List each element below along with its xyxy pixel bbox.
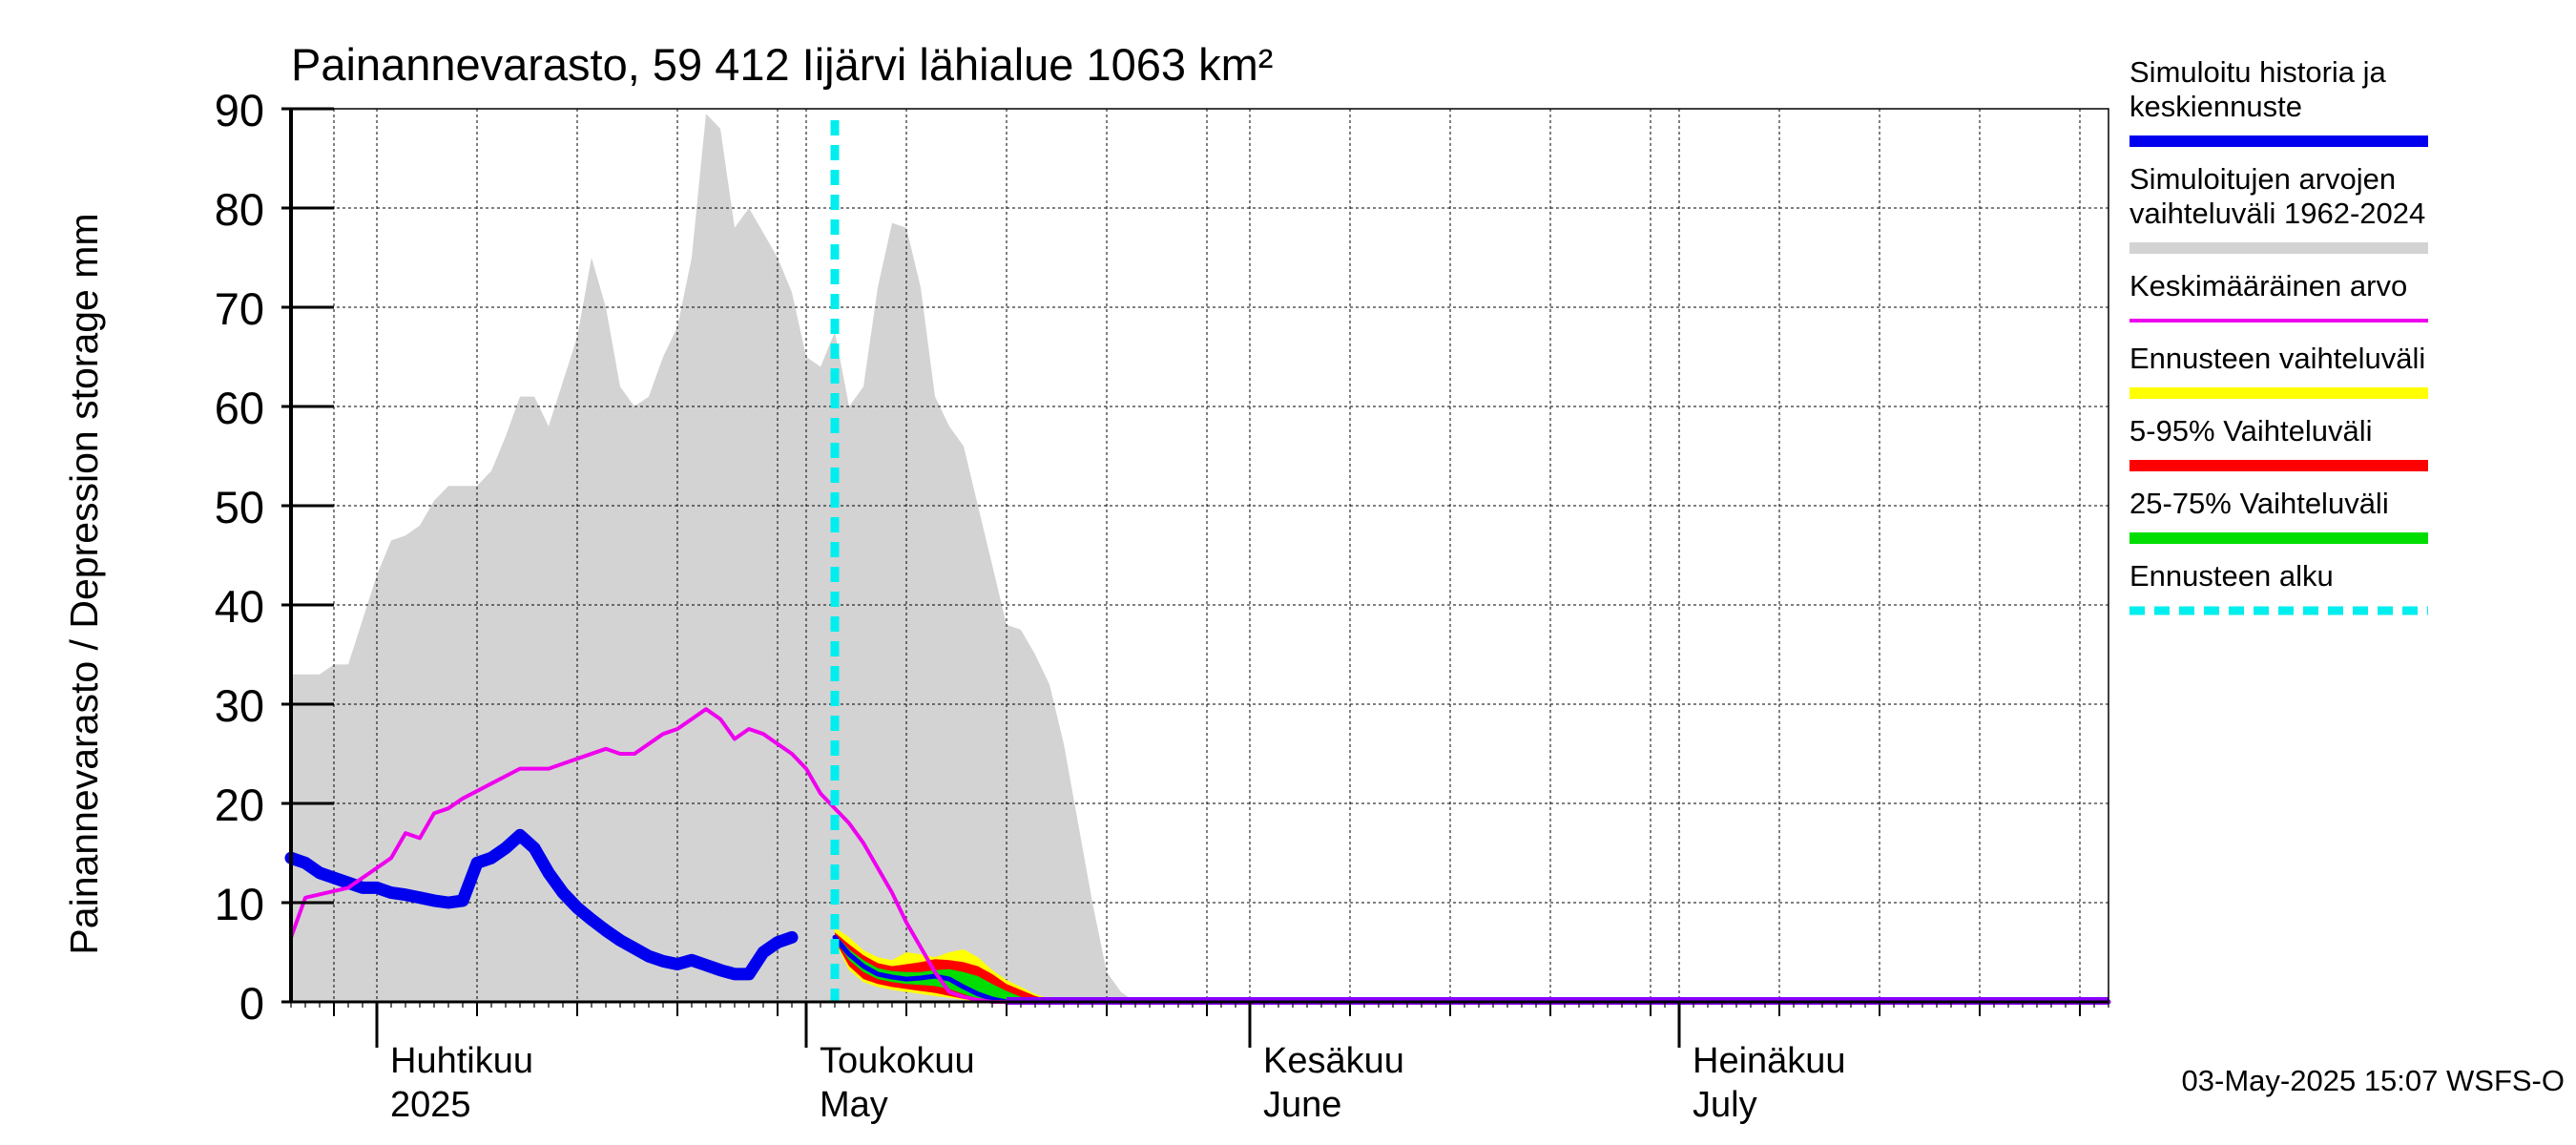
month-label-en: May xyxy=(820,1085,888,1125)
month-label-fi: Huhtikuu xyxy=(390,1041,533,1081)
historical-range-layer xyxy=(291,114,1236,1002)
simulated-history-line xyxy=(284,828,799,981)
month-label-fi: Heinäkuu xyxy=(1693,1041,1846,1081)
legend-label-p595: 5-95% Vaihteluväli xyxy=(2129,414,2372,448)
y-tick-label: 20 xyxy=(215,780,264,830)
y-tick-label: 50 xyxy=(215,482,264,532)
y-tick-label: 60 xyxy=(215,383,264,433)
month-label-fi: Kesäkuu xyxy=(1263,1041,1404,1081)
legend-label-mean: Keskimääräinen arvo xyxy=(2129,269,2407,302)
mean-value-line xyxy=(289,707,2110,1004)
y-tick-label: 10 xyxy=(215,879,264,929)
y-tick-label: 0 xyxy=(239,978,264,1029)
y-tick-label: 80 xyxy=(215,184,264,235)
y-axis-label: Painannevarasto / Depression storage mm xyxy=(62,213,106,954)
grid-layer xyxy=(291,108,2109,1002)
legend-label-fc: Ennusteen vaihteluväli xyxy=(2129,342,2425,375)
timestamp: 03-May-2025 15:07 WSFS-O xyxy=(2182,1064,2565,1097)
legend-label-p2575: 25-75% Vaihteluväli xyxy=(2129,487,2389,520)
y-tick-label: 40 xyxy=(215,581,264,632)
y-tick-label: 30 xyxy=(215,680,264,731)
month-label-en: June xyxy=(1263,1085,1341,1125)
month-label-en: July xyxy=(1693,1085,1757,1125)
month-label-en: 2025 xyxy=(390,1085,471,1125)
legend-label-sim: keskiennuste xyxy=(2129,90,2302,123)
legend-label-start: Ennusteen alku xyxy=(2129,559,2334,593)
legend-label-sim: Simuloitu historia ja xyxy=(2129,55,2387,89)
historical-range-area xyxy=(291,114,1236,1002)
axes-layer xyxy=(281,107,2109,1048)
legend-label-range: vaihteluväli 1962-2024 xyxy=(2129,197,2425,230)
y-tick-label: 90 xyxy=(215,85,264,135)
month-label-fi: Toukokuu xyxy=(820,1041,975,1081)
y-tick-label: 70 xyxy=(215,283,264,334)
legend-label-range: Simuloitujen arvojen xyxy=(2129,162,2396,196)
chart-title: Painannevarasto, 59 412 Iijärvi lähialue… xyxy=(291,39,1273,90)
